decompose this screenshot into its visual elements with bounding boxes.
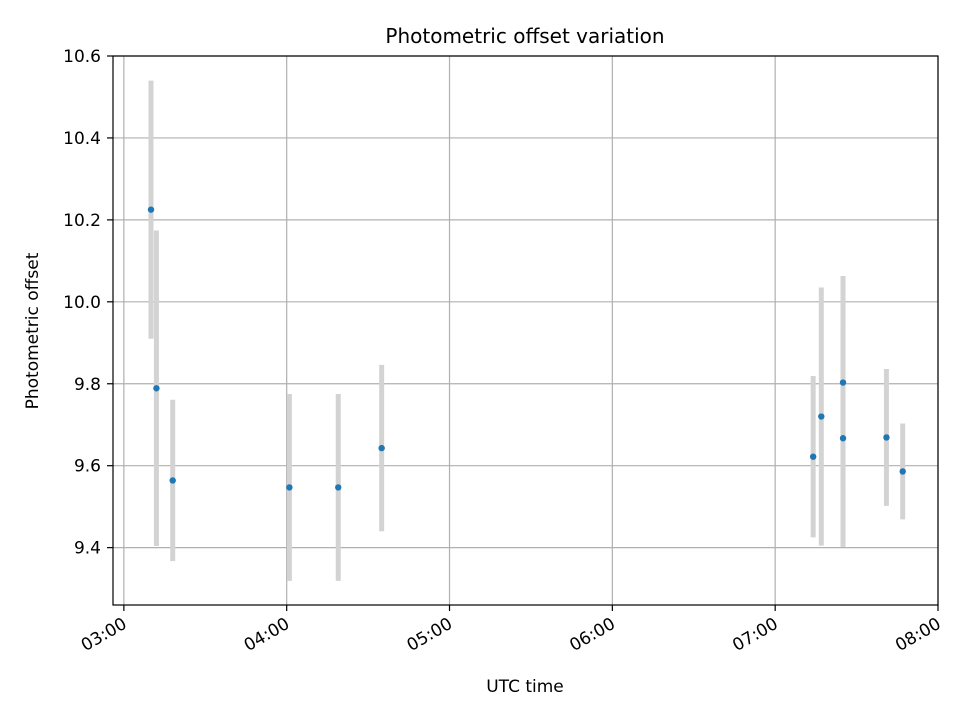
data-point bbox=[153, 385, 160, 392]
x-tick-label: 04:00 bbox=[241, 614, 293, 656]
data-point bbox=[378, 444, 385, 452]
x-axis-label: UTC time bbox=[486, 677, 564, 697]
data-point bbox=[147, 206, 155, 213]
y-tick-label: 10.4 bbox=[63, 129, 101, 149]
y-axis-label: Photometric offset bbox=[23, 252, 43, 409]
y-tick-label: 10.6 bbox=[63, 47, 101, 67]
error-bars bbox=[148, 80, 906, 581]
chart-title: Photometric offset variation bbox=[385, 24, 664, 48]
data-points bbox=[147, 206, 906, 491]
y-tick-label: 10.2 bbox=[63, 211, 101, 231]
data-point bbox=[883, 434, 890, 441]
plot-frame bbox=[112, 55, 939, 606]
y-tick-label: 9.8 bbox=[74, 375, 101, 395]
y-tick-label: 9.4 bbox=[74, 539, 101, 559]
x-tick-label: 03:00 bbox=[78, 614, 130, 656]
x-tick-label: 08:00 bbox=[892, 614, 944, 656]
data-point bbox=[169, 477, 176, 484]
x-tick-label: 07:00 bbox=[729, 614, 781, 656]
data-point bbox=[899, 468, 906, 475]
x-tick-label: 06:00 bbox=[566, 614, 618, 656]
data-point bbox=[839, 379, 847, 386]
data-point bbox=[809, 453, 817, 460]
y-tick-label: 10.0 bbox=[63, 293, 101, 313]
y-tick-label: 9.6 bbox=[74, 457, 101, 477]
y-axis-ticks: 9.4 9.6 9.8 10.0 10.2 10.4 10.6 bbox=[63, 47, 113, 559]
data-point bbox=[839, 435, 847, 442]
data-point bbox=[335, 484, 342, 491]
data-point bbox=[818, 413, 825, 420]
x-axis-ticks: 03:00 04:00 05:00 06:00 07:00 08:00 bbox=[78, 605, 945, 656]
data-point bbox=[286, 484, 293, 491]
x-tick-label: 05:00 bbox=[404, 614, 456, 656]
